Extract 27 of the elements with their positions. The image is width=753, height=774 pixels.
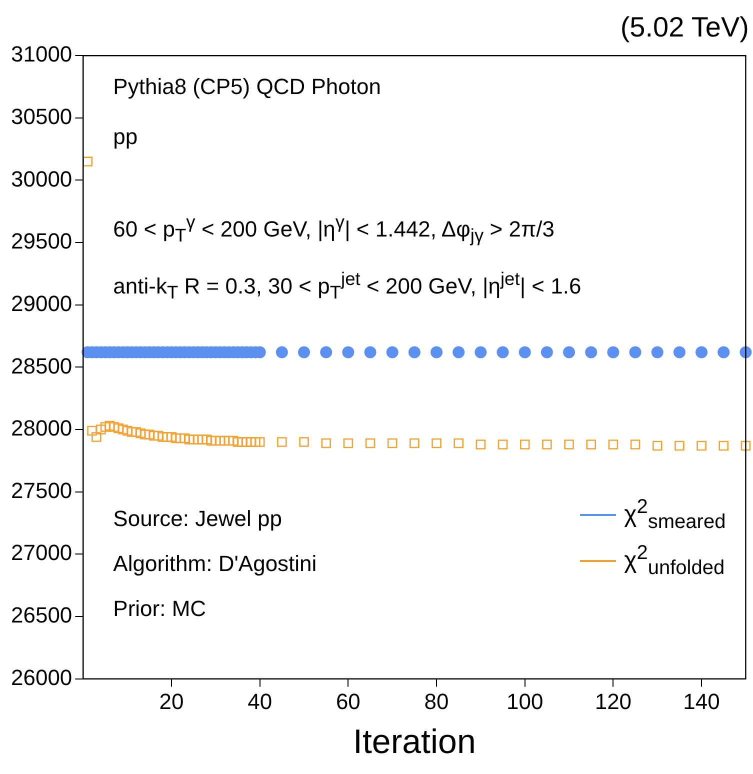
y-tick-label: 29500 — [10, 228, 72, 254]
x-axis-title: Iteration — [353, 722, 476, 761]
y-tick-label: 26500 — [10, 602, 72, 628]
annotation: Source: Jewel pp — [113, 506, 282, 532]
annotation: anti-k$_{T}$ R = 0.3, 30 < p$_{T}$$^{jet}$ < 200 GeV, |η$^{jet}$| < 1.6 — [113, 268, 582, 304]
x-tick-label: 60 — [336, 689, 360, 714]
y-tick-label: 28000 — [10, 416, 72, 441]
annotation: pp — [113, 124, 138, 150]
y-tick-label: 30000 — [10, 166, 72, 192]
chart-title: (5.02 TeV) — [620, 12, 749, 43]
x-tick-label: 100 — [506, 689, 544, 714]
x-tick-label: 40 — [248, 689, 272, 714]
annotation: 60 < p$_{T}$$^{γ}$ < 200 GeV, |η$^{γ}$| < 1.442, Δφ$_{jγ}$ > 2π/3 — [113, 210, 554, 246]
y-tick-label: 26000 — [10, 664, 72, 690]
y-tick-label: 27000 — [10, 540, 72, 566]
annotation: Pythia8 (CP5) QCD Photon — [113, 74, 381, 100]
x-tick-label: 20 — [159, 689, 184, 714]
y-tick-label: 30500 — [10, 104, 72, 129]
y-tick-label: 27500 — [10, 478, 72, 503]
y-tick-label: 29000 — [10, 290, 72, 316]
annotation: Prior: MC — [113, 596, 206, 622]
x-tick-label: 120 — [594, 689, 632, 714]
x-tick-label: 140 — [683, 689, 720, 714]
annotation: Algorithm: D'Agostini — [113, 550, 317, 577]
y-tick-label: 28500 — [10, 353, 72, 378]
y-tick-label: 31000 — [10, 42, 72, 67]
x-tick-label: 80 — [424, 689, 449, 714]
